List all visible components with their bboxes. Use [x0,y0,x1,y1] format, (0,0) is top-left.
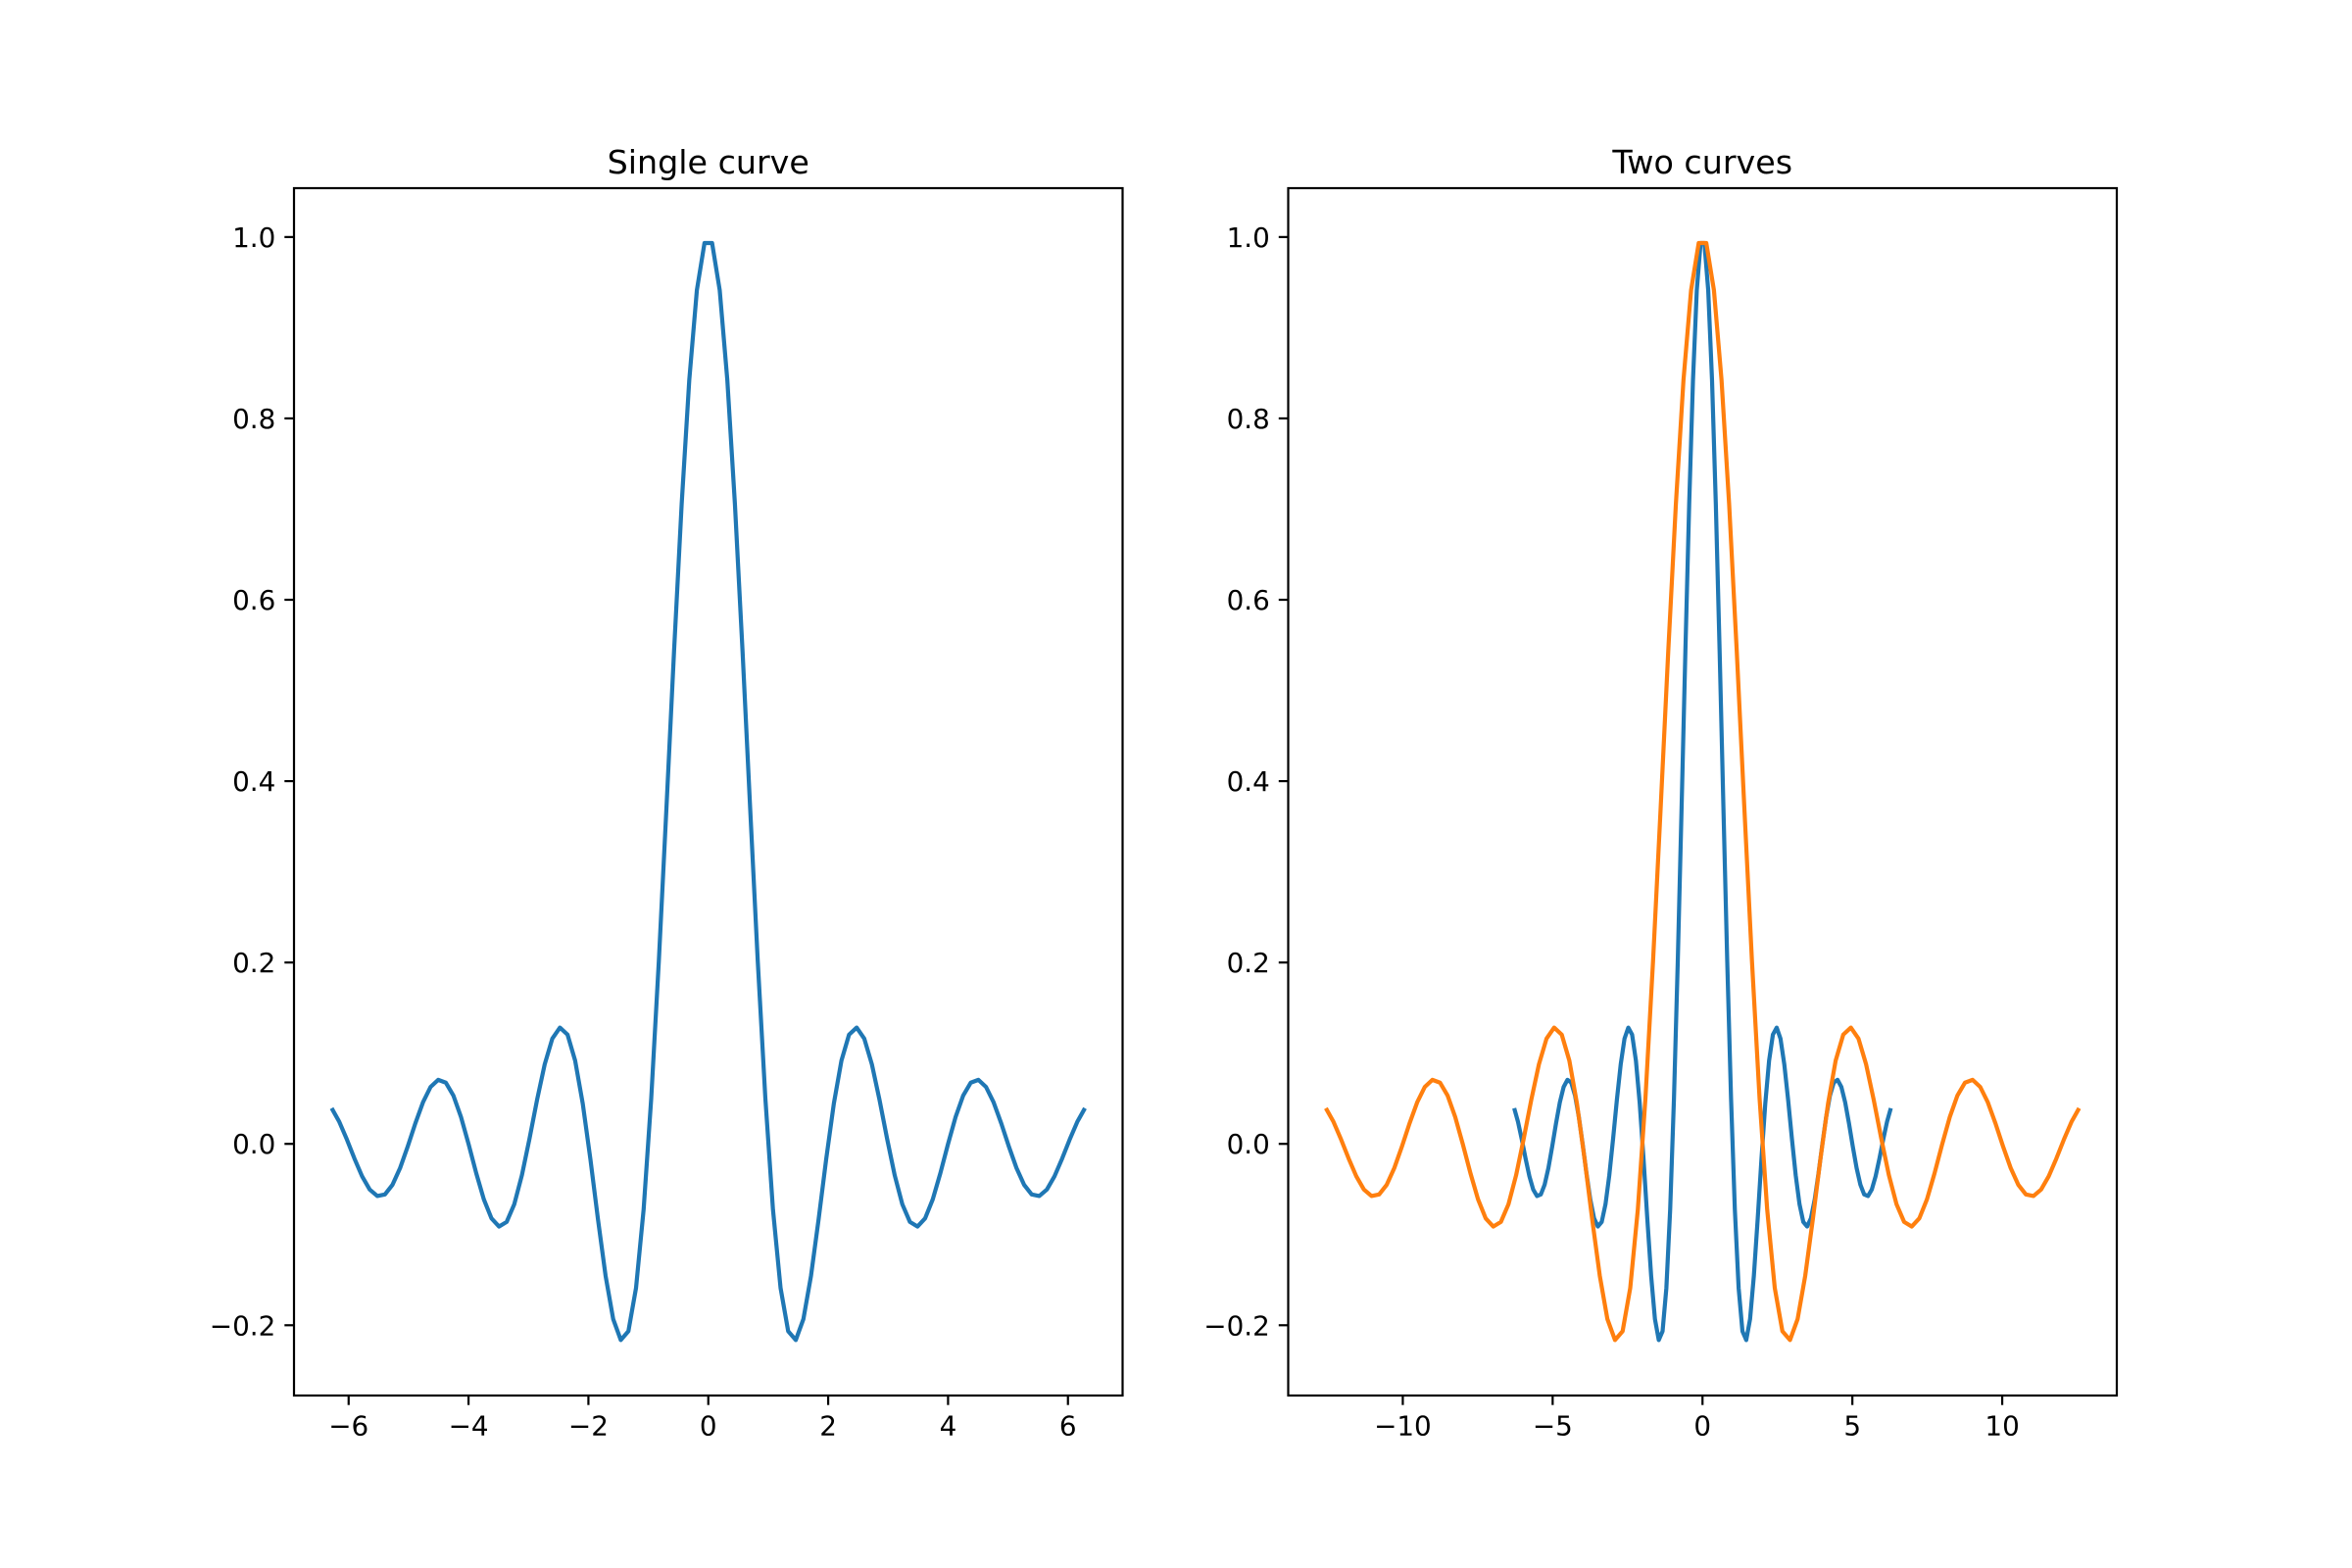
curve-sinc-half [1324,240,2082,1343]
x-tick-label: 0 [700,1410,717,1443]
x-tick-label: −10 [1374,1410,1432,1443]
plot-title: Two curves [1611,143,1792,181]
x-tick-label: −5 [1533,1410,1573,1443]
y-tick-label: 0.8 [232,403,275,435]
y-tick-label: 1.0 [1227,221,1270,254]
x-tick-label: 2 [819,1410,837,1443]
y-tick-label: 0.6 [232,584,275,616]
y-tick-label: 0.4 [232,765,275,798]
x-tick-label: 6 [1059,1410,1077,1443]
subplot-single-curve: −6 −4 −2 0 2 4 6 −0.2 0.0 0.2 0.4 0.6 0.8 1.0 Single c… [210,143,1124,1443]
y-tick-label: −0.2 [1203,1309,1270,1342]
curve-sinc [329,240,1087,1343]
axes-frame [1287,186,2119,1397]
y-tick-label: 0.8 [1227,403,1270,435]
x-tick-label: 5 [1843,1410,1861,1443]
y-tick-label: 0.2 [1227,947,1270,979]
x-tick-label: 0 [1693,1410,1711,1443]
x-tick-label: 4 [940,1410,957,1443]
curve-sinc [1512,240,1893,1343]
y-tick-label: 0.0 [1227,1128,1270,1160]
y-tick-label: 0.4 [1227,765,1270,798]
axes-frame [292,186,1124,1397]
x-tick-label: −2 [568,1410,609,1443]
x-tick-label: 10 [1984,1410,2019,1443]
y-tick-label: 0.6 [1227,584,1270,616]
plot-title: Single curve [608,143,809,181]
subplot-two-curves: −10 −5 0 5 10 −0.2 0.0 0.2 0.4 0.6 0.8 1.0 Two curve… [1203,143,2119,1443]
x-tick-label: −6 [328,1410,368,1443]
x-tick-label: −4 [449,1410,489,1443]
y-tick-label: 1.0 [232,221,275,254]
y-tick-label: −0.2 [210,1309,276,1342]
y-tick-label: 0.2 [232,947,275,979]
y-tick-label: 0.0 [232,1128,275,1160]
